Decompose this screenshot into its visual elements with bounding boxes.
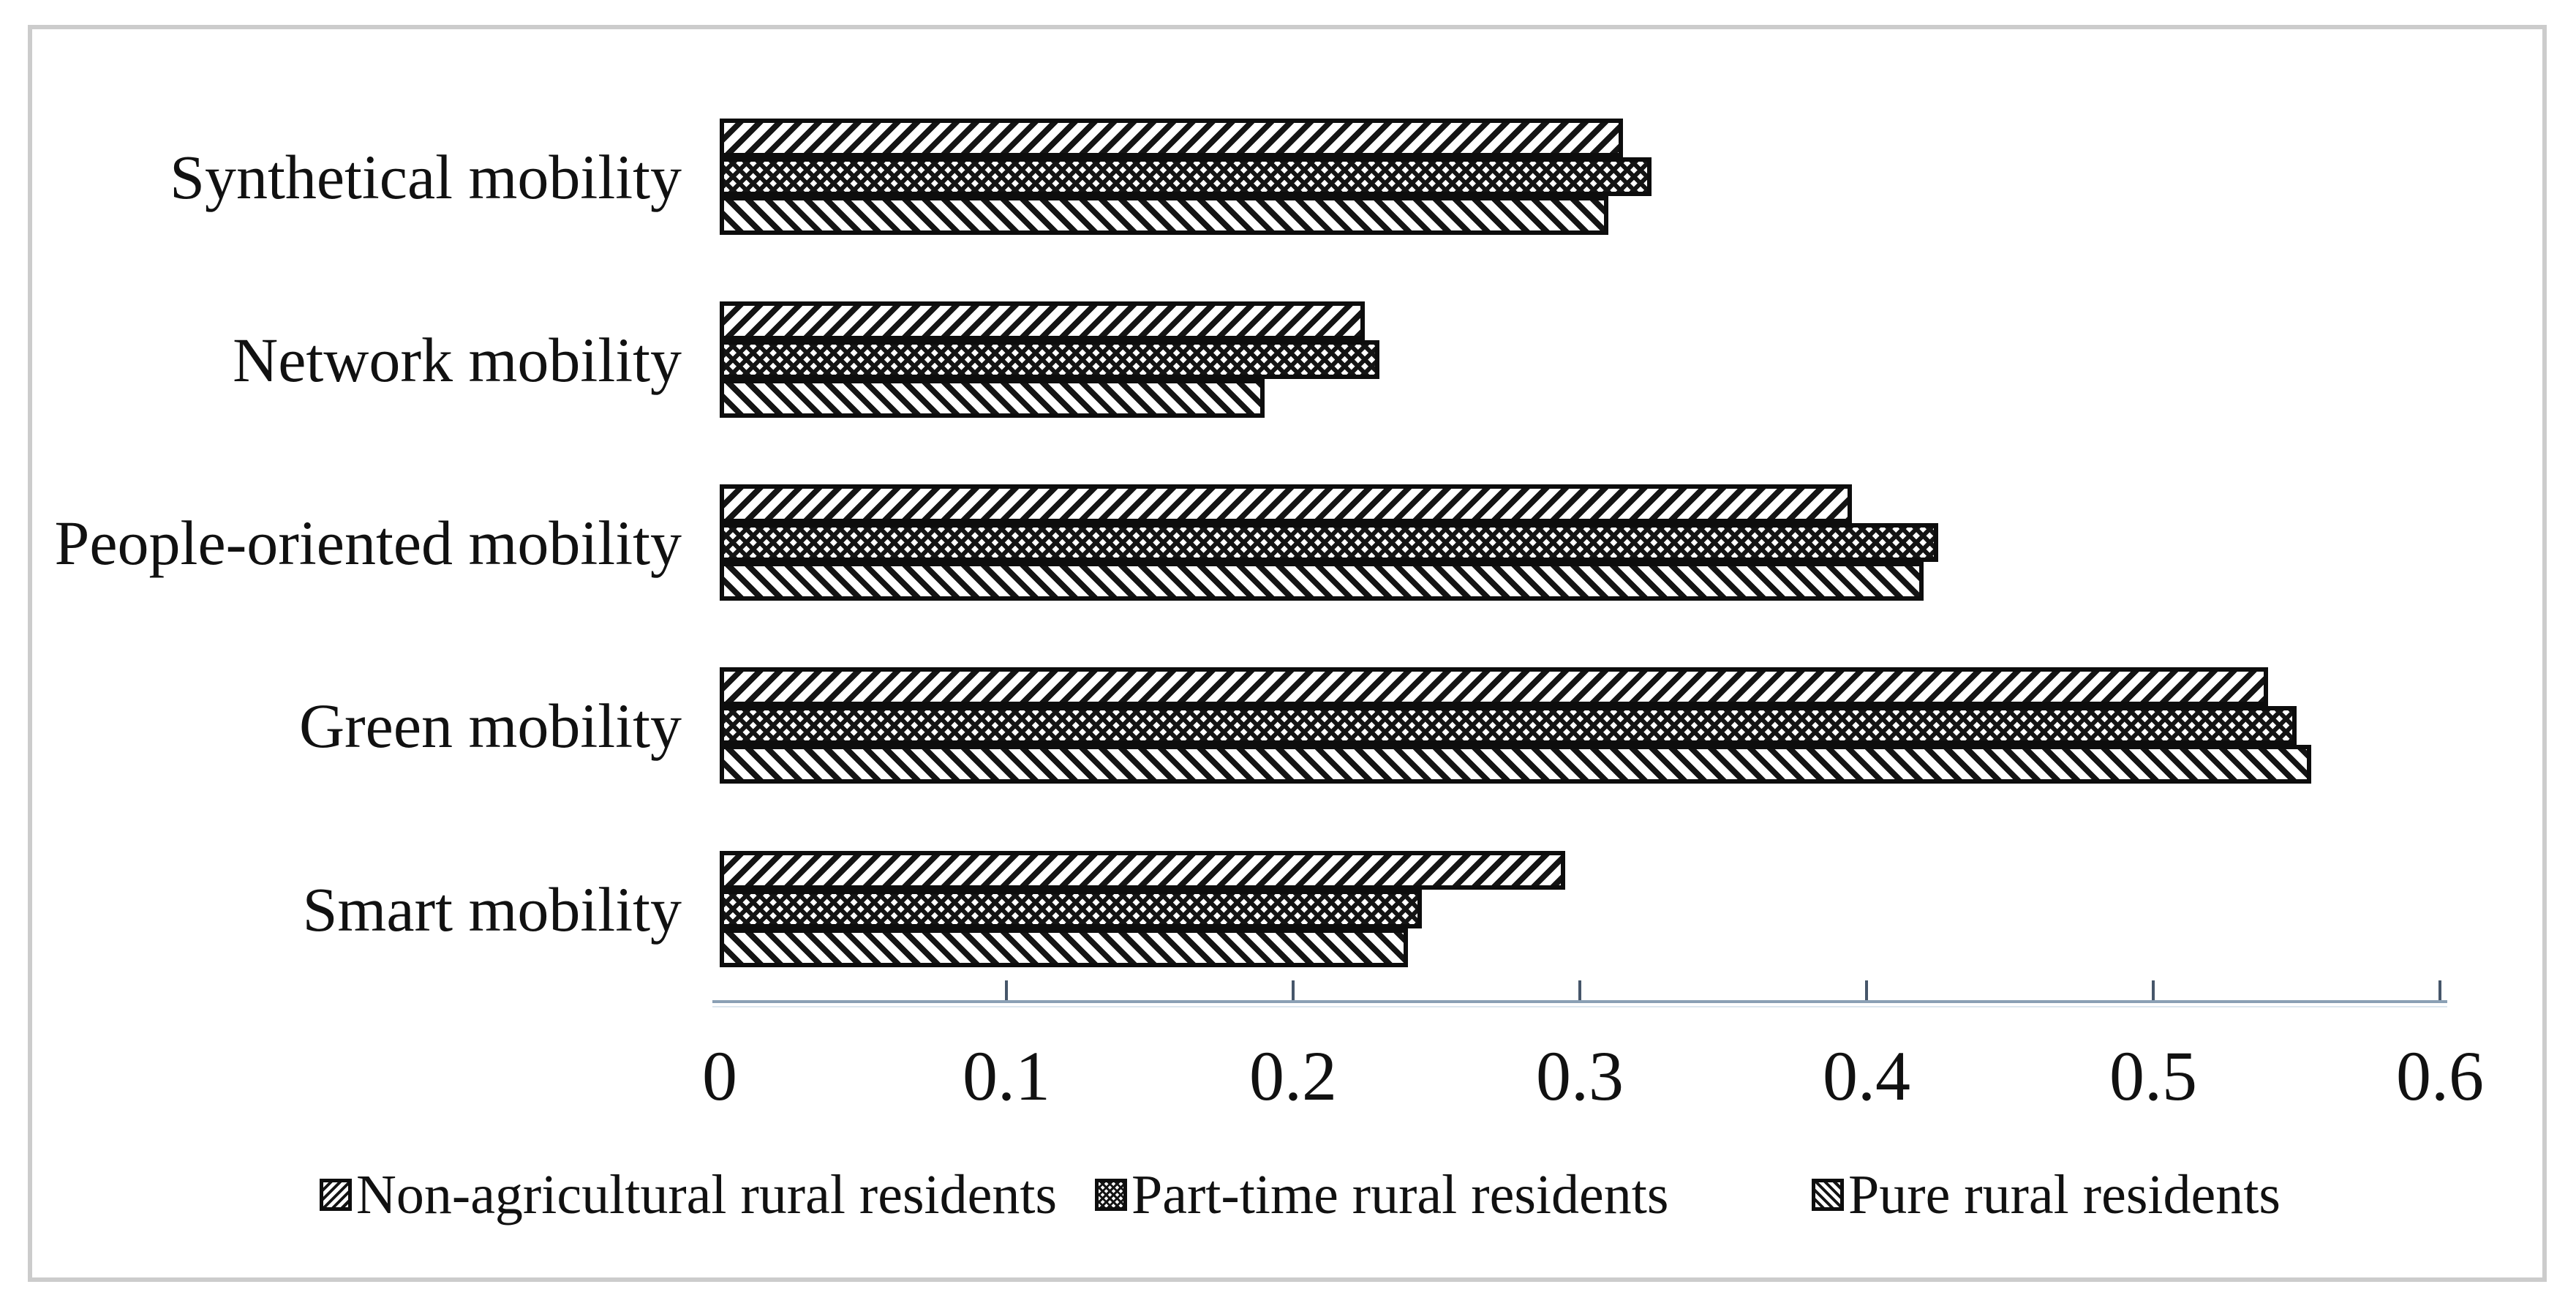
category-label: Smart mobility — [302, 874, 682, 945]
bar-series1-cat3 — [720, 484, 1852, 523]
legend-swatch-diagonal-backward-hatch-icon — [1812, 1179, 1844, 1211]
legend-item-series2: Part-time rural residents — [1095, 1162, 1668, 1228]
x-axis-tick-mark — [1865, 980, 1868, 1000]
legend-label: Part-time rural residents — [1131, 1163, 1669, 1226]
x-axis-tick-mark — [1005, 980, 1008, 1000]
bar-series1-cat2 — [720, 301, 1365, 340]
x-axis-tick-label: 0.1 — [963, 1037, 1050, 1115]
bar-series3-cat5 — [720, 928, 1408, 967]
bar-series2-cat3 — [720, 523, 1938, 562]
x-axis-tick-label: 0.6 — [2396, 1037, 2484, 1115]
bar-series1-cat5 — [720, 851, 1565, 890]
category-label: Network mobility — [233, 324, 682, 395]
bar-series3-cat4 — [720, 745, 2311, 784]
legend-label: Non-agricultural rural residents — [356, 1163, 1058, 1226]
category-label: Synthetical mobility — [170, 141, 682, 212]
x-axis-shadow-line — [712, 1006, 2447, 1007]
legend-swatch-cross-hatch-icon — [1095, 1179, 1127, 1211]
bar-series2-cat4 — [720, 706, 2297, 745]
x-axis-tick-label: 0 — [702, 1037, 737, 1115]
x-axis-tick-label: 0.3 — [1536, 1037, 1624, 1115]
x-axis-tick-label: 0.4 — [1823, 1037, 1910, 1115]
bar-series1-cat1 — [720, 119, 1623, 157]
x-axis-tick-label: 0.2 — [1249, 1037, 1337, 1115]
category-label: Green mobility — [298, 690, 682, 761]
bar-series2-cat2 — [720, 340, 1379, 379]
bar-series3-cat2 — [720, 379, 1265, 418]
legend-swatch-diagonal-forward-hatch-icon — [320, 1179, 352, 1211]
x-axis-tick-mark — [2438, 980, 2441, 1000]
legend-item-series1: Non-agricultural rural residents — [320, 1162, 1057, 1228]
bar-series2-cat1 — [720, 157, 1652, 196]
bar-series1-cat4 — [720, 667, 2268, 706]
x-axis-tick-mark — [1292, 980, 1295, 1000]
x-axis-tick-label: 0.5 — [2109, 1037, 2197, 1115]
category-label: People-oriented mobility — [54, 507, 682, 578]
x-axis-line — [712, 1000, 2447, 1003]
bar-series3-cat1 — [720, 196, 1608, 235]
bar-series2-cat5 — [720, 890, 1422, 928]
x-axis-tick-mark — [2152, 980, 2155, 1000]
bar-series3-cat3 — [720, 562, 1924, 601]
legend-item-series3: Pure rural residents — [1812, 1162, 2281, 1228]
x-axis-tick-mark — [1578, 980, 1581, 1000]
legend-label: Pure rural residents — [1848, 1163, 2281, 1226]
